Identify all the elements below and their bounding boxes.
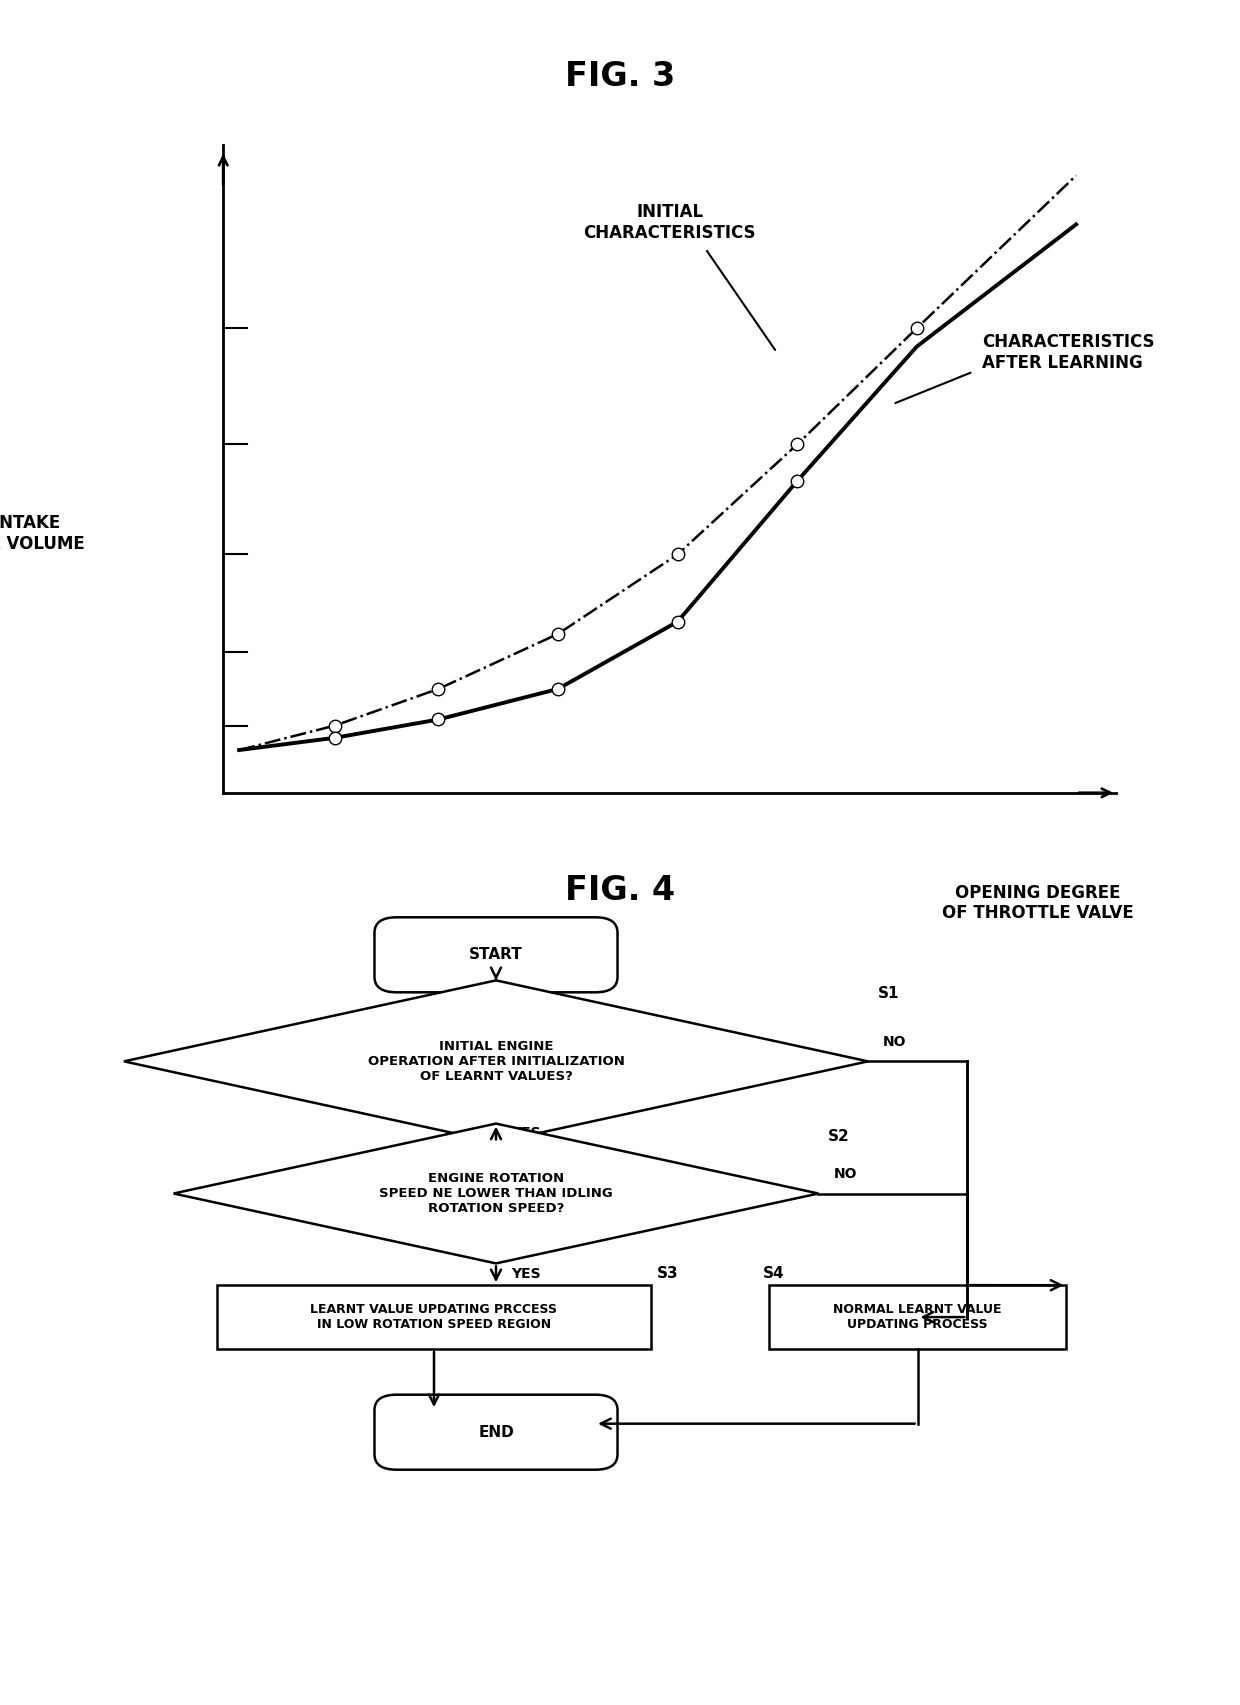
Text: OPENING DEGREE
OF THROTTLE VALVE: OPENING DEGREE OF THROTTLE VALVE — [942, 883, 1133, 922]
FancyBboxPatch shape — [217, 1286, 651, 1349]
Text: FIG. 3: FIG. 3 — [565, 60, 675, 94]
Text: S4: S4 — [763, 1265, 784, 1280]
Text: NORMAL LEARNT VALUE
UPDATING PROCESS: NORMAL LEARNT VALUE UPDATING PROCESS — [833, 1303, 1002, 1332]
Text: INITIAL ENGINE
OPERATION AFTER INITIALIZATION
OF LEARNT VALUES?: INITIAL ENGINE OPERATION AFTER INITIALIZ… — [367, 1040, 625, 1083]
Text: S3: S3 — [657, 1265, 678, 1280]
FancyBboxPatch shape — [374, 1395, 618, 1470]
Text: NO: NO — [833, 1166, 857, 1180]
Text: INITIAL
CHARACTERISTICS: INITIAL CHARACTERISTICS — [583, 203, 756, 242]
Text: S2: S2 — [828, 1129, 851, 1144]
Text: END: END — [479, 1425, 513, 1439]
Text: CHARACTERISTICS
AFTER LEARNING: CHARACTERISTICS AFTER LEARNING — [982, 332, 1154, 372]
Text: LEARNT VALUE UPDATING PRCCESS
IN LOW ROTATION SPEED REGION: LEARNT VALUE UPDATING PRCCESS IN LOW ROT… — [310, 1303, 558, 1332]
Polygon shape — [124, 980, 868, 1142]
FancyBboxPatch shape — [769, 1286, 1066, 1349]
Text: S1: S1 — [878, 985, 899, 1001]
Text: FIG. 4: FIG. 4 — [565, 875, 675, 907]
Polygon shape — [174, 1124, 818, 1263]
Text: YES: YES — [511, 1267, 541, 1280]
Text: START: START — [469, 948, 523, 962]
Text: NO: NO — [883, 1035, 906, 1049]
FancyBboxPatch shape — [374, 917, 618, 992]
Text: YES: YES — [511, 1125, 541, 1141]
Text: INTAKE
AIR VOLUME: INTAKE AIR VOLUME — [0, 515, 84, 552]
Text: ENGINE ROTATION
SPEED NE LOWER THAN IDLING
ROTATION SPEED?: ENGINE ROTATION SPEED NE LOWER THAN IDLI… — [379, 1171, 613, 1216]
